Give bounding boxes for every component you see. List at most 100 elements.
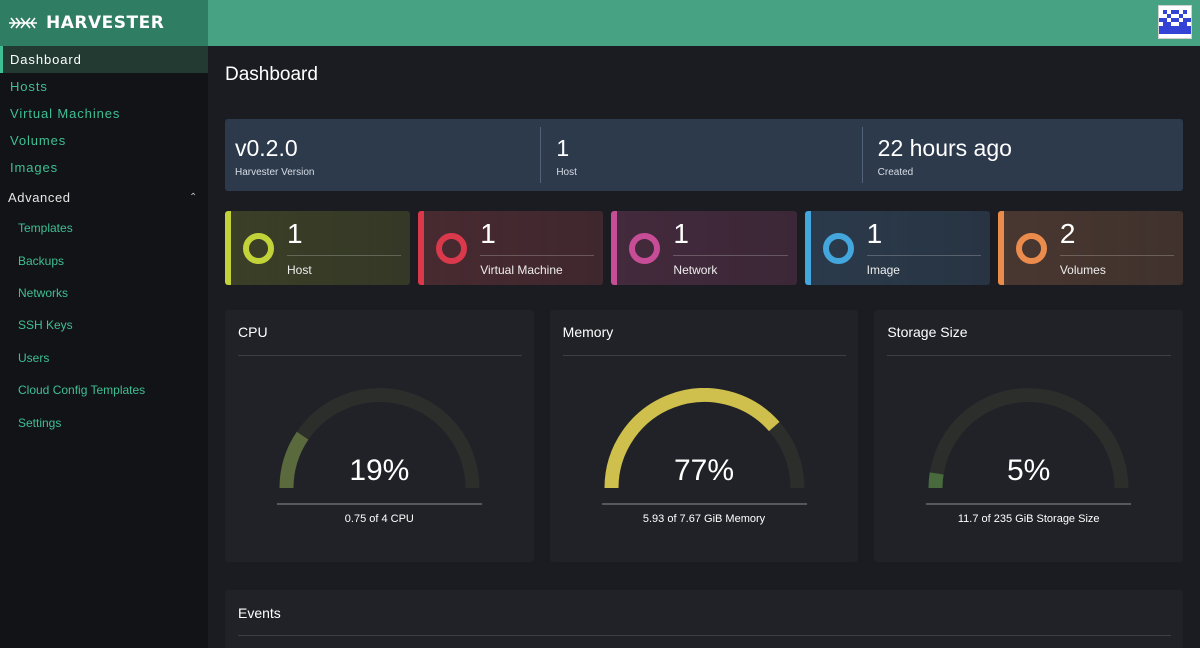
summary-label: Harvester Version xyxy=(235,167,315,178)
tile-label: Image xyxy=(866,263,900,277)
gauge-baseline xyxy=(926,503,1132,505)
ring-icon xyxy=(436,232,468,264)
summary-created: 22 hours ago Created xyxy=(861,119,1183,191)
divider xyxy=(887,355,1172,356)
resource-tiles: 1 Host 1 Virtual Machine 1 Network xyxy=(225,211,1184,285)
sidebar-item-label: Settings xyxy=(18,415,62,430)
sidebar-item-ssh-keys[interactable]: SSH Keys xyxy=(0,309,208,341)
ring-icon xyxy=(1015,232,1047,264)
divider xyxy=(562,355,847,356)
sidebar-item-label: Users xyxy=(18,350,50,365)
cpu-gauge xyxy=(279,388,480,489)
sidebar-item-label: Backups xyxy=(18,253,65,268)
tile-count: 1 xyxy=(673,219,788,256)
tile-count: 1 xyxy=(480,219,595,256)
user-avatar[interactable] xyxy=(1158,5,1192,39)
ring-icon xyxy=(243,232,274,264)
top-bar xyxy=(208,0,1200,46)
tile-volumes[interactable]: 2 Volumes xyxy=(997,211,1184,285)
sidebar: Dashboard Hosts Virtual Machines Volumes… xyxy=(0,46,208,648)
gauge-fill xyxy=(604,388,780,489)
gauge-baseline xyxy=(601,503,807,505)
sidebar-item-settings[interactable]: Settings xyxy=(0,406,208,438)
gauge-description: 5.93 of 7.67 GiB Memory xyxy=(642,513,766,525)
sidebar-item-volumes[interactable]: Volumes xyxy=(0,127,208,154)
sidebar-item-label: Dashboard xyxy=(10,52,82,67)
main-content: Dashboard v0.2.0 Harvester Version 1 Hos… xyxy=(208,46,1200,648)
summary-value: v0.2.0 xyxy=(235,135,298,161)
sidebar-group-advanced[interactable]: Advanced ⌃ xyxy=(0,182,208,212)
ring-icon xyxy=(822,232,854,264)
tile-info: 1 Network xyxy=(673,219,788,277)
tile-image[interactable]: 1 Image xyxy=(804,211,990,285)
sidebar-group-label: Advanced xyxy=(8,189,71,205)
brand-name: HARVESTER xyxy=(46,13,165,33)
memory-gauge xyxy=(604,388,805,489)
tile-info: 1 Image xyxy=(866,219,981,277)
sidebar-item-images[interactable]: Images xyxy=(0,154,208,181)
card-title: CPU xyxy=(238,324,268,340)
sidebar-item-dashboard[interactable]: Dashboard xyxy=(0,46,208,73)
gauge-baseline xyxy=(277,503,482,505)
gauge-percent: 5% xyxy=(1007,454,1051,487)
sidebar-item-label: Cloud Config Templates xyxy=(18,383,146,398)
gauge-cards: CPU 19% 0.75 of 4 CPU Memory 77% xyxy=(225,310,1184,562)
divider xyxy=(238,635,1171,636)
sidebar-item-label: Hosts xyxy=(10,79,48,94)
page-title: Dashboard xyxy=(225,64,318,85)
summary-value: 1 xyxy=(556,135,570,161)
tile-virtual-machine[interactable]: 1 Virtual Machine xyxy=(418,211,604,285)
events-card: Events xyxy=(225,590,1183,648)
gauge-percent: 19% xyxy=(349,454,410,487)
sidebar-item-users[interactable]: Users xyxy=(0,342,208,374)
summary-label: Created xyxy=(877,167,914,178)
summary-host: 1 Host xyxy=(540,119,861,191)
chevron-up-icon: ⌃ xyxy=(189,191,198,203)
tile-info: 1 Host xyxy=(287,219,402,277)
tile-info: 2 Volumes xyxy=(1059,219,1175,277)
gauge-fill xyxy=(279,431,309,489)
sidebar-item-backups[interactable]: Backups xyxy=(0,244,208,276)
gauge-description: 11.7 of 235 GiB Storage Size xyxy=(957,513,1100,525)
card-title: Memory xyxy=(562,324,614,340)
sidebar-item-label: Virtual Machines xyxy=(10,106,121,121)
sidebar-item-cloud-config-templates[interactable]: Cloud Config Templates xyxy=(0,374,208,406)
avatar-pattern-icon xyxy=(1159,6,1191,38)
storage-card: Storage Size 5% 11.7 of 235 GiB Storage … xyxy=(874,310,1184,562)
sidebar-item-hosts[interactable]: Hosts xyxy=(0,73,208,100)
sidebar-item-label: Images xyxy=(10,160,59,175)
sidebar-item-label: Networks xyxy=(18,285,69,300)
memory-card: Memory 77% 5.93 of 7.67 GiB Memory xyxy=(549,310,859,562)
ring-icon xyxy=(629,232,661,264)
tile-count: 1 xyxy=(866,219,981,256)
summary-bar: v0.2.0 Harvester Version 1 Host 22 hours… xyxy=(225,119,1183,191)
sidebar-item-label: Volumes xyxy=(10,133,67,148)
tile-label: Virtual Machine xyxy=(480,263,563,277)
tile-count: 2 xyxy=(1059,219,1175,256)
tile-host[interactable]: 1 Host xyxy=(225,211,411,285)
tile-label: Volumes xyxy=(1059,263,1106,277)
sidebar-item-label: Templates xyxy=(18,221,73,236)
sidebar-item-templates[interactable]: Templates xyxy=(0,212,208,244)
card-title: Storage Size xyxy=(887,324,968,340)
summary-version: v0.2.0 Harvester Version xyxy=(225,119,540,191)
brand-header[interactable]: HARVESTER xyxy=(0,0,208,46)
gauge-fill xyxy=(928,472,944,489)
summary-label: Host xyxy=(556,167,577,178)
tile-label: Host xyxy=(287,263,312,277)
gauge-percent: 77% xyxy=(673,454,735,487)
gauge-track xyxy=(928,388,1129,489)
cpu-card: CPU 19% 0.75 of 4 CPU xyxy=(225,310,534,562)
storage-gauge xyxy=(928,388,1129,489)
sidebar-item-virtual-machines[interactable]: Virtual Machines xyxy=(0,100,208,127)
tile-info: 1 Virtual Machine xyxy=(480,219,595,277)
tile-count: 1 xyxy=(287,219,402,256)
card-title: Events xyxy=(238,605,281,621)
sidebar-item-label: SSH Keys xyxy=(18,318,73,333)
sidebar-item-networks[interactable]: Networks xyxy=(0,277,208,309)
tile-label: Network xyxy=(673,263,718,277)
tile-network[interactable]: 1 Network xyxy=(611,211,797,285)
divider xyxy=(238,355,522,356)
gauge-description: 0.75 of 4 CPU xyxy=(344,513,414,525)
